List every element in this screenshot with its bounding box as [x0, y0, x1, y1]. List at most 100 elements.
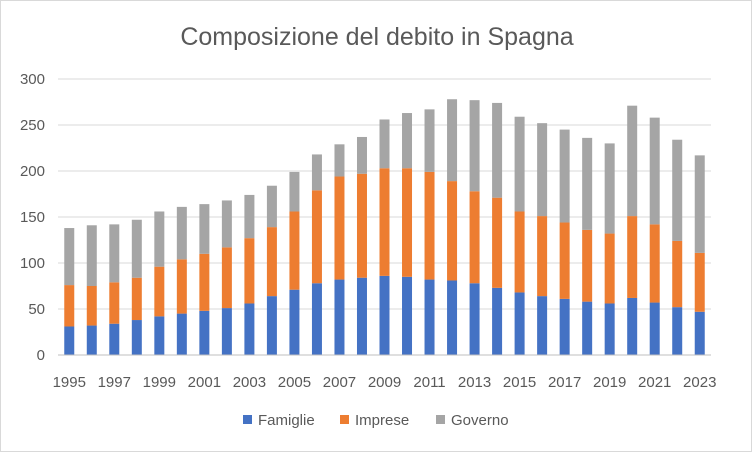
bar-imprese-2022 — [672, 240, 683, 308]
bar-imprese-2009 — [379, 168, 390, 276]
bar-governo-2017 — [559, 129, 570, 223]
bar-governo-2003 — [244, 194, 255, 239]
bar-governo-2006 — [311, 154, 322, 191]
bar-famiglie-2006 — [311, 283, 322, 355]
x-tick-label: 2003 — [233, 374, 266, 391]
legend-swatch-imprese — [340, 415, 349, 424]
bar-imprese-2002 — [221, 247, 232, 309]
bar-governo-2012 — [447, 99, 458, 182]
bar-famiglie-2019 — [604, 303, 615, 355]
bars — [64, 99, 705, 355]
x-tick-label: 2001 — [188, 374, 221, 391]
bar-governo-2000 — [176, 206, 187, 260]
bar-imprese-2006 — [311, 190, 322, 284]
bar-governo-2021 — [649, 117, 660, 225]
bar-imprese-2001 — [199, 253, 210, 311]
legend-label-famiglie: Famiglie — [258, 412, 315, 429]
bar-imprese-2021 — [649, 224, 660, 303]
bar-imprese-2020 — [627, 216, 638, 298]
bar-imprese-2008 — [356, 173, 367, 278]
y-tick-label: 0 — [37, 347, 45, 364]
bar-governo-1997 — [109, 224, 120, 283]
x-tick-label: 2023 — [683, 374, 716, 391]
legend-label-governo: Governo — [451, 412, 509, 429]
bar-famiglie-2009 — [379, 275, 390, 355]
bar-famiglie-2020 — [627, 297, 638, 355]
bar-imprese-2017 — [559, 222, 570, 299]
y-tick-label: 300 — [20, 71, 45, 88]
bar-famiglie-1998 — [131, 320, 142, 355]
bar-famiglie-2017 — [559, 298, 570, 355]
y-axis-ticks: 0 50 100 150 200 250 300 — [20, 71, 45, 364]
bar-governo-2015 — [514, 116, 525, 212]
bar-famiglie-1995 — [64, 326, 75, 355]
x-tick-label: 2005 — [278, 374, 311, 391]
bar-famiglie-2015 — [514, 292, 525, 355]
bar-famiglie-1997 — [109, 323, 120, 355]
bar-imprese-2000 — [176, 259, 187, 314]
y-tick-label: 150 — [20, 209, 45, 226]
bar-famiglie-2001 — [199, 310, 210, 355]
bar-famiglie-2018 — [582, 301, 593, 355]
bar-famiglie-2003 — [244, 303, 255, 355]
bar-imprese-2003 — [244, 238, 255, 304]
bar-famiglie-2021 — [649, 302, 660, 355]
bar-famiglie-1996 — [86, 325, 97, 355]
bar-governo-1995 — [64, 228, 75, 286]
bar-imprese-2007 — [334, 176, 345, 280]
bar-imprese-2023 — [694, 252, 705, 312]
bar-imprese-1997 — [109, 282, 120, 324]
bar-imprese-2016 — [537, 216, 548, 297]
bar-famiglie-2014 — [492, 287, 503, 355]
bar-governo-2009 — [379, 119, 390, 169]
bar-governo-2020 — [627, 105, 638, 217]
bar-imprese-2019 — [604, 233, 615, 304]
x-tick-label: 1997 — [98, 374, 131, 391]
bar-governo-2004 — [266, 185, 277, 228]
bar-governo-2018 — [582, 137, 593, 230]
legend-swatch-famiglie — [243, 415, 252, 424]
bar-governo-1996 — [86, 225, 97, 286]
bar-governo-2011 — [424, 109, 435, 172]
x-tick-label: 2007 — [323, 374, 356, 391]
legend: Famiglie Imprese Governo — [243, 412, 509, 429]
bar-famiglie-2005 — [289, 289, 300, 355]
bar-imprese-2014 — [492, 197, 503, 288]
bar-imprese-2015 — [514, 211, 525, 293]
bar-famiglie-2008 — [356, 277, 367, 355]
bar-governo-2016 — [537, 123, 548, 217]
bar-imprese-1996 — [86, 286, 97, 326]
chart-title: Composizione del debito in Spagna — [180, 23, 573, 51]
bar-famiglie-2004 — [266, 296, 277, 355]
x-tick-label: 2021 — [638, 374, 671, 391]
bar-governo-2022 — [672, 139, 683, 241]
bar-imprese-2011 — [424, 171, 435, 280]
x-tick-label: 2011 — [413, 374, 445, 391]
bar-governo-1999 — [154, 211, 165, 267]
y-tick-label: 100 — [20, 255, 45, 272]
x-tick-label: 2009 — [368, 374, 401, 391]
bar-famiglie-2002 — [221, 308, 232, 355]
bar-famiglie-2013 — [469, 283, 480, 355]
legend-label-imprese: Imprese — [355, 412, 409, 429]
bar-famiglie-1999 — [154, 316, 165, 355]
bar-governo-2019 — [604, 143, 615, 234]
y-tick-label: 50 — [28, 301, 45, 318]
bar-governo-2005 — [289, 171, 300, 212]
bar-governo-2007 — [334, 144, 345, 177]
x-axis-ticks: 1995 1997 1999 2001 2003 2005 2007 2009 2011 2013… — [53, 374, 717, 391]
bar-famiglie-2022 — [672, 307, 683, 355]
bar-imprese-2012 — [447, 181, 458, 281]
bar-famiglie-2010 — [402, 276, 413, 355]
bar-imprese-2013 — [469, 191, 480, 284]
bar-famiglie-2016 — [537, 296, 548, 355]
legend-swatch-governo — [436, 415, 445, 424]
bar-governo-2023 — [694, 155, 705, 253]
y-tick-label: 200 — [20, 163, 45, 180]
x-tick-label: 2013 — [458, 374, 491, 391]
bar-governo-2014 — [492, 102, 503, 198]
x-tick-label: 2017 — [548, 374, 581, 391]
bar-imprese-1998 — [131, 277, 142, 321]
